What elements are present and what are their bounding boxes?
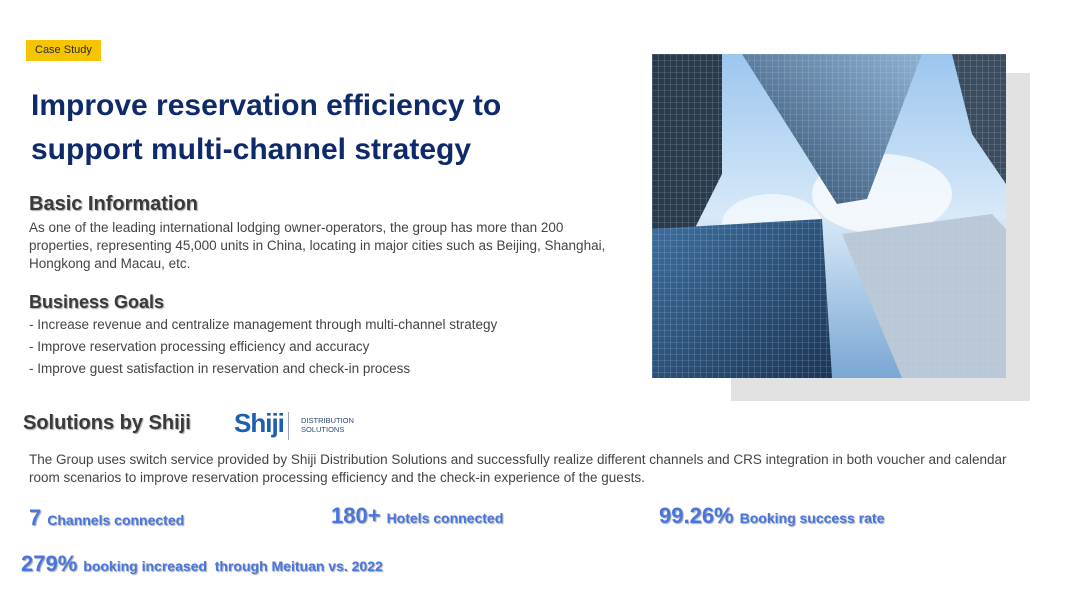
solutions-text: The Group uses switch service provided b… xyxy=(29,452,1007,485)
business-goals-heading: Business Goals xyxy=(29,292,165,312)
goal-item: - Increase revenue and centralize manage… xyxy=(29,317,498,332)
skyscrapers-photo xyxy=(652,54,1006,378)
logo-divider xyxy=(288,412,289,440)
logo-wordmark: Shiji xyxy=(234,408,285,438)
goal-item: - Improve guest satisfaction in reservat… xyxy=(29,361,411,376)
case-study-tag: Case Study xyxy=(26,40,101,61)
stat-value: 279% xyxy=(21,551,78,576)
stat-hotels: 180+ Hotels connected xyxy=(331,503,503,529)
stat-label: Hotels connected xyxy=(386,510,504,526)
stat-value: 99.26% xyxy=(659,503,734,528)
basic-info-text: As one of the leading international lodg… xyxy=(29,220,606,271)
stat-label: Channels connected xyxy=(47,512,185,528)
stat-value: 180+ xyxy=(331,503,381,528)
shiji-logo: Shiji DISTRIBUTION SOLUTIONS xyxy=(234,408,374,444)
logo-subtitle-line-1: DISTRIBUTION xyxy=(301,416,354,425)
logo-subtitle: DISTRIBUTION SOLUTIONS xyxy=(301,416,354,434)
goal-item: - Improve reservation processing efficie… xyxy=(29,339,370,354)
solutions-heading: Solutions by Shiji xyxy=(23,412,191,434)
stat-booking-success: 99.26% Booking success rate xyxy=(659,503,884,529)
stat-value: 7 xyxy=(29,505,42,530)
stat-meituan-increase: 279% booking increased through Meituan vs… xyxy=(21,551,383,577)
title-line-1: Improve reservation efficiency to xyxy=(31,89,502,122)
stat-label: booking increased through Meituan vs. 20… xyxy=(83,558,383,574)
basic-info-heading: Basic Information xyxy=(29,193,198,215)
page-title: Improve reservation efficiency to suppor… xyxy=(31,84,591,172)
stat-channels: 7 Channels connected xyxy=(29,505,184,531)
title-line-2: support multi-channel strategy xyxy=(31,133,472,166)
logo-subtitle-line-2: SOLUTIONS xyxy=(301,425,345,434)
stat-label: Booking success rate xyxy=(739,510,885,526)
